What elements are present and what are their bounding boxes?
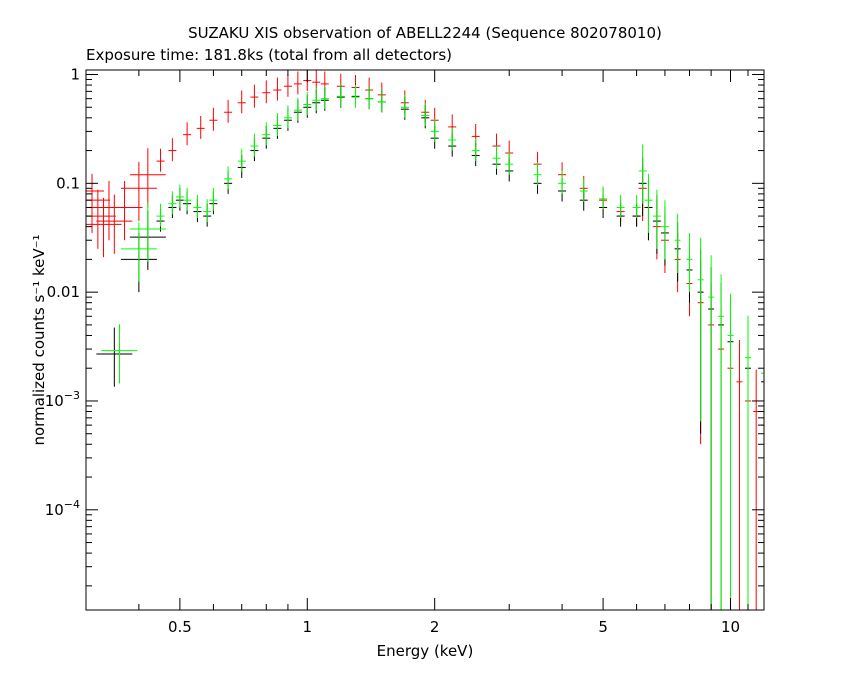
data-point [686, 232, 693, 293]
data-point [168, 138, 177, 162]
data-point [745, 315, 752, 610]
data-point [638, 144, 647, 204]
data-point [224, 166, 233, 190]
data-point [351, 84, 360, 108]
data-point [101, 324, 138, 384]
data-point [224, 99, 233, 123]
data-point [336, 83, 345, 107]
data-point [644, 173, 653, 233]
x-tick-label: 5 [598, 618, 608, 636]
data-point [96, 194, 133, 254]
y-tick-label-base: 0.01 [47, 283, 80, 301]
data-point [193, 195, 202, 219]
data-point [250, 84, 259, 108]
y-tick-label-base: 10 [45, 392, 64, 410]
data-point [616, 195, 625, 219]
data-point [736, 339, 743, 610]
x-axis-label: Energy (keV) [377, 642, 474, 660]
data-point [632, 195, 641, 219]
data-point [96, 327, 133, 387]
data-point [421, 103, 430, 127]
data-point [579, 178, 588, 202]
y-tick-label-base: 10 [45, 501, 64, 519]
data-point [533, 162, 542, 186]
data-point [120, 222, 157, 282]
y-tick-label: 0.01 [47, 283, 80, 301]
data-point [430, 119, 439, 142]
y-tick-label: 10−3 [45, 389, 80, 410]
y-tick-label-exponent: −4 [64, 498, 80, 511]
data-point [727, 293, 734, 610]
data-point [237, 148, 246, 172]
data-point [471, 138, 480, 162]
data-point [505, 151, 514, 175]
data-point [168, 191, 177, 215]
data-point [652, 189, 661, 249]
data-point [303, 92, 312, 116]
data-point [262, 80, 271, 104]
x-tick-label: 0.5 [168, 618, 192, 636]
data-point [660, 200, 669, 260]
data-point [129, 202, 166, 262]
y-tick-label-base: 1 [70, 66, 80, 84]
data-point [293, 97, 302, 121]
y-tick-label-exponent: −3 [64, 389, 80, 402]
data-point [203, 199, 212, 223]
data-point [293, 71, 302, 95]
data-point [120, 161, 157, 222]
chart-subtitle: Exposure time: 181.8ks (total from all d… [86, 46, 452, 64]
data-point [156, 203, 165, 227]
data-point [156, 148, 165, 172]
data-point [183, 122, 192, 146]
data-point [674, 213, 681, 273]
data-point [175, 184, 184, 208]
data-point [250, 133, 259, 157]
data-point [365, 86, 374, 110]
data-point [273, 77, 282, 101]
data-point [400, 94, 409, 118]
data-point [196, 115, 205, 139]
x-tick-label: 1 [303, 618, 313, 636]
data-point [262, 122, 271, 146]
y-tick-label: 1 [70, 66, 80, 84]
data-point [237, 90, 246, 114]
data-point [708, 255, 715, 610]
data-point [209, 187, 218, 211]
x-tick-label: 2 [430, 618, 440, 636]
data-point [448, 127, 457, 151]
y-tick-label: 10−4 [45, 498, 80, 519]
data-point [312, 87, 321, 111]
data-point [283, 105, 292, 129]
data-point [273, 113, 282, 137]
y-axis-label: normalized counts s⁻¹ keV⁻¹ [30, 234, 48, 445]
plot-frame [85, 69, 765, 611]
data-point [697, 237, 704, 422]
x-tick-label: 10 [721, 618, 740, 636]
data-point [283, 73, 292, 97]
data-point [183, 187, 192, 211]
y-tick-label: 0.1 [56, 174, 80, 192]
data-point [129, 148, 166, 208]
series-2 [101, 83, 765, 610]
data-point [320, 86, 329, 110]
data-point [558, 170, 567, 194]
y-tick-label-base: 0.1 [56, 174, 80, 192]
chart-title: SUZAKU XIS observation of ABELL2244 (Seq… [188, 24, 662, 42]
data-point [492, 145, 501, 169]
data-point [718, 274, 725, 610]
data-point [599, 186, 608, 210]
data-point [377, 89, 386, 113]
data-point [209, 107, 218, 131]
data-series-group [85, 70, 765, 610]
data-point [106, 181, 143, 241]
